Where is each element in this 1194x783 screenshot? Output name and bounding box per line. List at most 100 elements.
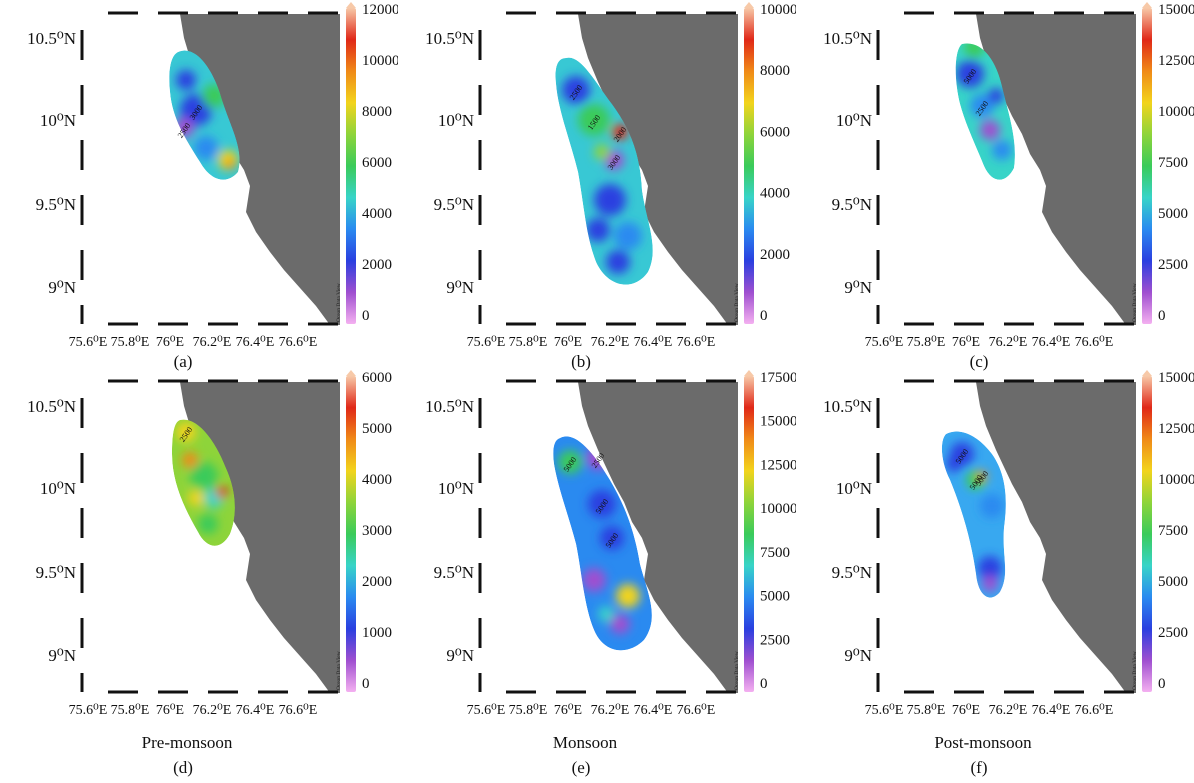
lat-tick-label: 10⁰N	[438, 111, 474, 130]
lon-tick-label: 76.4⁰E	[1032, 335, 1071, 350]
concentration-field	[555, 57, 653, 285]
colorbar-tick-label: 7500	[1158, 523, 1188, 539]
colorbar-tick-label: 2500	[1158, 257, 1188, 273]
concentration-blob	[198, 514, 218, 534]
concentration-blob	[225, 159, 235, 169]
concentration-blob	[946, 456, 962, 472]
lat-tick-label: 9.5⁰N	[434, 563, 474, 582]
colorbar	[1142, 8, 1152, 324]
lat-tick-label: 9.5⁰N	[36, 195, 76, 214]
colorbar-tick-label: 5000	[1158, 574, 1188, 590]
colorbar-tick-label: 8000	[362, 104, 392, 120]
panel-caption: (b)	[571, 352, 591, 371]
colorbar-tick-label: 0	[362, 308, 370, 324]
concentration-blob	[977, 471, 987, 481]
colorbar-tick-label: 2000	[362, 574, 392, 590]
colorbar	[1142, 376, 1152, 692]
season-label: Post-monsoon	[934, 733, 1032, 752]
lon-tick-label: 76.6⁰E	[1075, 335, 1114, 350]
concentration-field	[955, 43, 1015, 180]
colorbar-tick-label: 12500	[760, 457, 796, 473]
colorbar-tick-label: 10000	[760, 2, 796, 18]
colorbar-tick-label: 12500	[1158, 53, 1194, 69]
lon-tick-label: 76.2⁰E	[989, 335, 1028, 350]
lat-tick-label: 9⁰N	[844, 278, 872, 297]
colorbar-tick-label: 6000	[760, 124, 790, 140]
colorbar-tick-label: 7500	[1158, 155, 1188, 171]
lat-tick-label: 9⁰N	[48, 646, 76, 665]
panel-caption: (e)	[571, 758, 591, 777]
land-mass	[578, 382, 738, 693]
lon-tick-label: 76.2⁰E	[193, 703, 232, 718]
lon-tick-label: 76⁰E	[156, 335, 184, 350]
lon-tick-label: 75.8⁰E	[509, 703, 548, 718]
concentration-field	[172, 419, 235, 546]
concentration-blob	[964, 43, 984, 58]
lon-tick-label: 76.6⁰E	[1075, 703, 1114, 718]
map-panel-d: 2500 Ocean Data View 6000 5000 4000 3000 2000 1…	[0, 368, 398, 777]
season-label: Pre-monsoon	[141, 733, 233, 752]
concentration-blob	[176, 70, 196, 90]
colorbar-tick-label: 12500	[1158, 421, 1194, 437]
lon-tick-label: 75.8⁰E	[111, 335, 150, 350]
lat-tick-label: 9⁰N	[446, 278, 474, 297]
panel-caption: (d)	[173, 758, 193, 777]
concentration-blob	[182, 452, 198, 468]
colorbar-tick-label: 5000	[1158, 206, 1188, 222]
colorbar-tick-label: 0	[760, 308, 768, 324]
colorbar-tick-label: 12000	[362, 2, 398, 18]
concentration-blob	[594, 144, 610, 160]
colorbar-tick-label: 15000	[1158, 370, 1194, 386]
colorbar-arrow	[1142, 370, 1152, 376]
concentration-blob	[988, 88, 1004, 104]
colorbar-tick-label: 10000	[760, 501, 796, 517]
colorbar-tick-label: 2500	[1158, 625, 1188, 641]
lat-tick-label: 9⁰N	[844, 646, 872, 665]
lon-tick-label: 76.2⁰E	[591, 703, 630, 718]
concentration-blob	[978, 556, 1002, 580]
concentration-blob	[188, 490, 204, 506]
map-panel-f: 5000 5000 5000 Ocean Data View 15000 12500 100…	[796, 368, 1194, 777]
lon-tick-label: 75.8⁰E	[509, 335, 548, 350]
lon-tick-label: 76⁰E	[156, 703, 184, 718]
lon-tick-label: 76.4⁰E	[634, 703, 673, 718]
land-mass	[180, 14, 340, 325]
lat-tick-label: 10.5⁰N	[823, 397, 872, 416]
concentration-blob	[970, 94, 994, 118]
map-panel-e: 5000 2500 5000 5000 Ocean Data View 17500 1500…	[398, 368, 796, 777]
lat-tick-label: 10⁰N	[438, 479, 474, 498]
panel-caption: (a)	[173, 352, 193, 371]
concentration-blob	[612, 124, 628, 140]
lon-tick-label: 76.2⁰E	[591, 335, 630, 350]
lon-tick-label: 76⁰E	[952, 703, 980, 718]
land-mass	[578, 14, 738, 325]
colorbar-tick-label: 1000	[362, 625, 392, 641]
colorbar-tick-label: 2000	[362, 257, 392, 273]
colorbar-arrow	[744, 370, 754, 376]
colorbar-arrow	[346, 370, 356, 376]
land-mass	[976, 382, 1136, 693]
concentration-blob	[616, 584, 640, 608]
colorbar	[744, 376, 754, 692]
colorbar-tick-label: 3000	[362, 523, 392, 539]
colorbar-tick-label: 10000	[1158, 104, 1194, 120]
concentration-blob	[594, 184, 626, 216]
lon-tick-label: 76.2⁰E	[989, 703, 1028, 718]
map-panel-b: 2500 1500 2000 3000 Ocean Data View 10000 8000…	[398, 0, 796, 392]
lat-tick-label: 10.5⁰N	[27, 397, 76, 416]
colorbar	[346, 8, 356, 324]
concentration-blob	[558, 450, 582, 474]
panel-caption: (f)	[970, 758, 988, 777]
colorbar-tick-label: 8000	[760, 63, 790, 79]
concentration-blob	[176, 422, 196, 442]
colorbar-tick-label: 2000	[760, 247, 790, 263]
lon-tick-label: 76.6⁰E	[279, 703, 318, 718]
lon-tick-label: 75.6⁰E	[865, 703, 904, 718]
colorbar-tick-label: 7500	[760, 545, 790, 561]
lon-tick-label: 76.4⁰E	[236, 335, 275, 350]
concentration-blob	[610, 614, 630, 634]
panel-caption: (c)	[969, 352, 989, 371]
